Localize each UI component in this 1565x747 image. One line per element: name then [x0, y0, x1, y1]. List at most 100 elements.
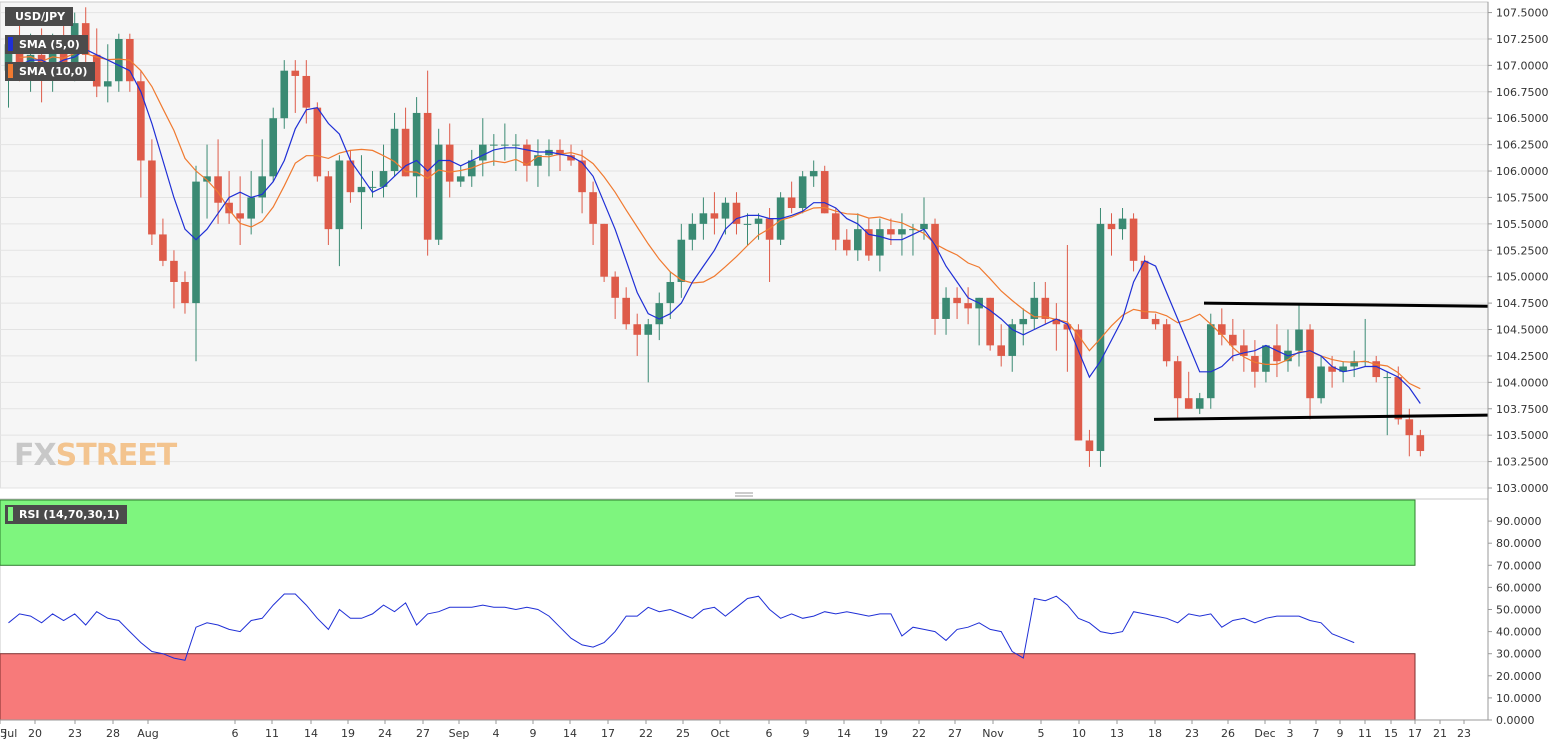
candle-body [368, 186, 377, 188]
rsi-tick-label: 50.0000 [1496, 604, 1542, 617]
price-tick-label: 105.5000 [1496, 218, 1549, 231]
candle-body [137, 81, 145, 161]
candle-body [633, 324, 642, 335]
price-panel-bg [0, 1, 1489, 489]
candle-body [1096, 223, 1105, 452]
candle-body [600, 223, 608, 277]
candle-body [876, 229, 884, 256]
date-tick-label: 22 [912, 727, 926, 740]
candle-body [677, 239, 686, 282]
candle-body [865, 229, 873, 256]
sma10-line [19, 52, 1421, 390]
candle-body [997, 345, 1005, 356]
candle-body [423, 112, 432, 240]
date-tick-label: 9 [530, 727, 537, 740]
candle-body [103, 81, 112, 87]
rsi-line [8, 593, 1355, 661]
date-tick-label: 28 [106, 727, 120, 740]
candle-body [1019, 318, 1028, 325]
price-tick-label: 105.2500 [1496, 244, 1549, 257]
candle-body [1052, 318, 1061, 325]
candle-body [578, 160, 586, 193]
date-tick-label: 13 [1110, 727, 1124, 740]
symbol-label: USD/JPY [5, 7, 74, 26]
candle-body [1173, 361, 1182, 399]
candle-body [313, 107, 322, 177]
candle-body [1041, 297, 1050, 319]
rsi-tick-label: 80.0000 [1496, 537, 1542, 550]
candle-body [1306, 329, 1314, 399]
candle-body [1394, 377, 1403, 420]
price-tick-label: 103.0000 [1496, 482, 1549, 495]
sma5-swatch [8, 37, 13, 51]
candle-body [1416, 435, 1425, 452]
candle-body [1008, 324, 1017, 356]
candle-body [556, 149, 564, 156]
candle-body [655, 303, 664, 325]
rsi-oversold-zone [0, 653, 1416, 721]
date-tick-label: Aug [137, 727, 158, 740]
candle-body [192, 181, 200, 304]
candle-body [1229, 334, 1237, 346]
date-tick-label: 9 [1337, 727, 1344, 740]
date-tick-label: 21 [1433, 727, 1447, 740]
date-tick-label: Nov [982, 727, 1004, 740]
candle-body [534, 155, 542, 166]
candle-body [699, 213, 708, 224]
sma10-legend: SMA (10,0) [5, 62, 96, 81]
candle-body [854, 229, 862, 251]
rsi-label-text: RSI (14,70,30,1) [19, 508, 120, 521]
rsi-panel: 90.0000 80.0000 70.0000 60.0000 50.0000 40.00… [0, 499, 1542, 727]
date-tick-label: 5 [1038, 727, 1045, 740]
candle-body [787, 197, 796, 209]
candle-body [357, 186, 366, 193]
candle-body [412, 112, 421, 177]
date-tick-label: 9 [803, 727, 810, 740]
date-tick-label: 27 [416, 727, 430, 740]
rsi-tick-label: 90.0000 [1496, 515, 1542, 528]
candle-body [434, 144, 443, 240]
candle-body [269, 118, 278, 177]
price-axis: 107.5000 107.2500 107.0000 106.7500 106.5000… [1487, 2, 1549, 720]
date-tick-label: 15 [1384, 727, 1398, 740]
price-tick-label: 104.7500 [1496, 297, 1549, 310]
candle-body [754, 218, 763, 224]
logo-part1: FX [14, 438, 57, 473]
price-tick-label: 106.5000 [1496, 112, 1549, 125]
candle-body [1339, 366, 1347, 372]
date-tick-label: 17 [601, 727, 615, 740]
date-tick-label: 27 [948, 727, 962, 740]
candle-body [247, 197, 255, 219]
rsi-tick-label: 20.0000 [1496, 670, 1542, 683]
candle-body [644, 324, 653, 335]
candle-body [898, 229, 906, 235]
date-tick-label: 22 [639, 727, 653, 740]
rsi-overbought-zone [0, 499, 1416, 566]
candle-body [721, 202, 730, 219]
logo-part2: STREET [55, 438, 178, 473]
date-tick-label: 18 [1148, 727, 1162, 740]
candle-body [170, 260, 178, 282]
price-tick-label: 105.0000 [1496, 271, 1549, 284]
candle-body [280, 70, 289, 119]
candle-body [1162, 324, 1171, 362]
sma5-line [8, 48, 1421, 404]
candle-body [148, 160, 156, 235]
price-tick-label: 104.2500 [1496, 350, 1549, 363]
rsi-tick-label: 40.0000 [1496, 626, 1542, 639]
candle-body [1240, 345, 1248, 356]
candle-body [809, 171, 818, 177]
candle-body [1350, 361, 1358, 367]
rsi-tick-label: 0.0000 [1496, 714, 1535, 727]
candle-body [1074, 329, 1083, 441]
candle-body [1140, 260, 1149, 319]
candle-body [390, 128, 399, 172]
candle-body [920, 223, 928, 230]
candle-body [710, 213, 719, 219]
candle-body [1262, 345, 1270, 372]
candle-body [478, 144, 487, 161]
candle-body [1328, 366, 1336, 372]
candle-body [611, 276, 619, 298]
price-tick-label: 106.2500 [1496, 139, 1549, 152]
